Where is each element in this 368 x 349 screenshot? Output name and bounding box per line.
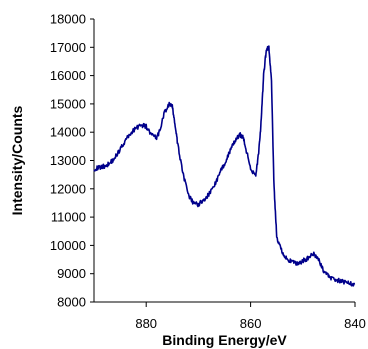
series-line: [93, 45, 356, 287]
x-tick-label: 840: [344, 316, 366, 331]
x-axis-ticks: 880 860 840: [135, 302, 366, 331]
y-axis-ticks: 8000 9000 10000 11000 12000 13000 14000 15000 16…: [50, 12, 94, 310]
plot-area: [93, 19, 355, 303]
y-tick-label: 18000: [50, 12, 86, 27]
y-tick-label: 17000: [50, 40, 86, 55]
y-tick-label: 14000: [50, 125, 86, 140]
y-tick-label: 16000: [50, 68, 86, 83]
x-tick-label: 880: [135, 316, 157, 331]
y-tick-label: 10000: [50, 238, 86, 253]
x-tick-label: 860: [240, 316, 262, 331]
y-tick-label: 11000: [51, 210, 86, 225]
y-tick-label: 8000: [57, 295, 86, 310]
y-axis-title: Intensity/Counts: [9, 105, 25, 215]
y-tick-label: 12000: [50, 181, 86, 196]
y-tick-label: 9000: [57, 266, 86, 281]
x-axis-title: Binding Energy/eV: [162, 332, 287, 348]
y-tick-label: 13000: [50, 153, 86, 168]
y-tick-label: 15000: [50, 96, 86, 111]
